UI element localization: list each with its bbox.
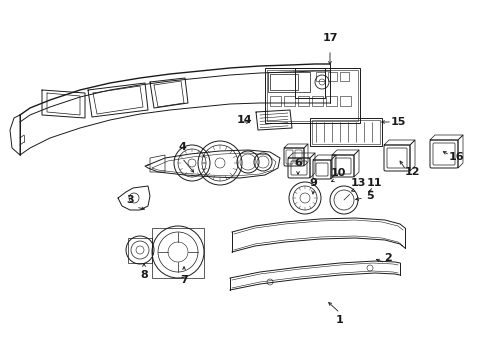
Text: 10: 10 bbox=[329, 168, 345, 178]
Bar bbox=[327, 72, 336, 81]
Bar bbox=[315, 72, 325, 81]
Text: 11: 11 bbox=[366, 178, 381, 188]
Text: 16: 16 bbox=[447, 152, 463, 162]
Text: 5: 5 bbox=[366, 191, 373, 201]
Text: 1: 1 bbox=[335, 315, 343, 325]
Text: 12: 12 bbox=[404, 167, 419, 177]
Text: 17: 17 bbox=[322, 33, 337, 43]
Text: 8: 8 bbox=[140, 270, 147, 280]
Text: 4: 4 bbox=[178, 142, 185, 152]
Bar bbox=[309, 118, 381, 146]
Bar bbox=[264, 68, 359, 123]
Bar bbox=[128, 238, 152, 263]
Bar bbox=[339, 72, 348, 81]
Text: 7: 7 bbox=[180, 275, 187, 285]
Bar bbox=[269, 74, 297, 90]
Text: 15: 15 bbox=[389, 117, 405, 127]
Text: 3: 3 bbox=[126, 195, 134, 205]
Text: 14: 14 bbox=[237, 115, 252, 125]
Bar bbox=[266, 70, 357, 121]
Bar bbox=[284, 96, 294, 106]
Text: 13: 13 bbox=[349, 178, 365, 188]
Bar bbox=[152, 228, 203, 278]
Text: 9: 9 bbox=[308, 178, 316, 188]
Text: 2: 2 bbox=[384, 253, 391, 263]
Bar bbox=[339, 96, 350, 106]
Bar bbox=[267, 72, 309, 92]
Bar bbox=[311, 120, 379, 144]
Bar bbox=[297, 96, 308, 106]
Bar bbox=[311, 96, 323, 106]
Bar bbox=[325, 96, 336, 106]
Bar bbox=[269, 96, 281, 106]
Text: 6: 6 bbox=[293, 158, 301, 168]
